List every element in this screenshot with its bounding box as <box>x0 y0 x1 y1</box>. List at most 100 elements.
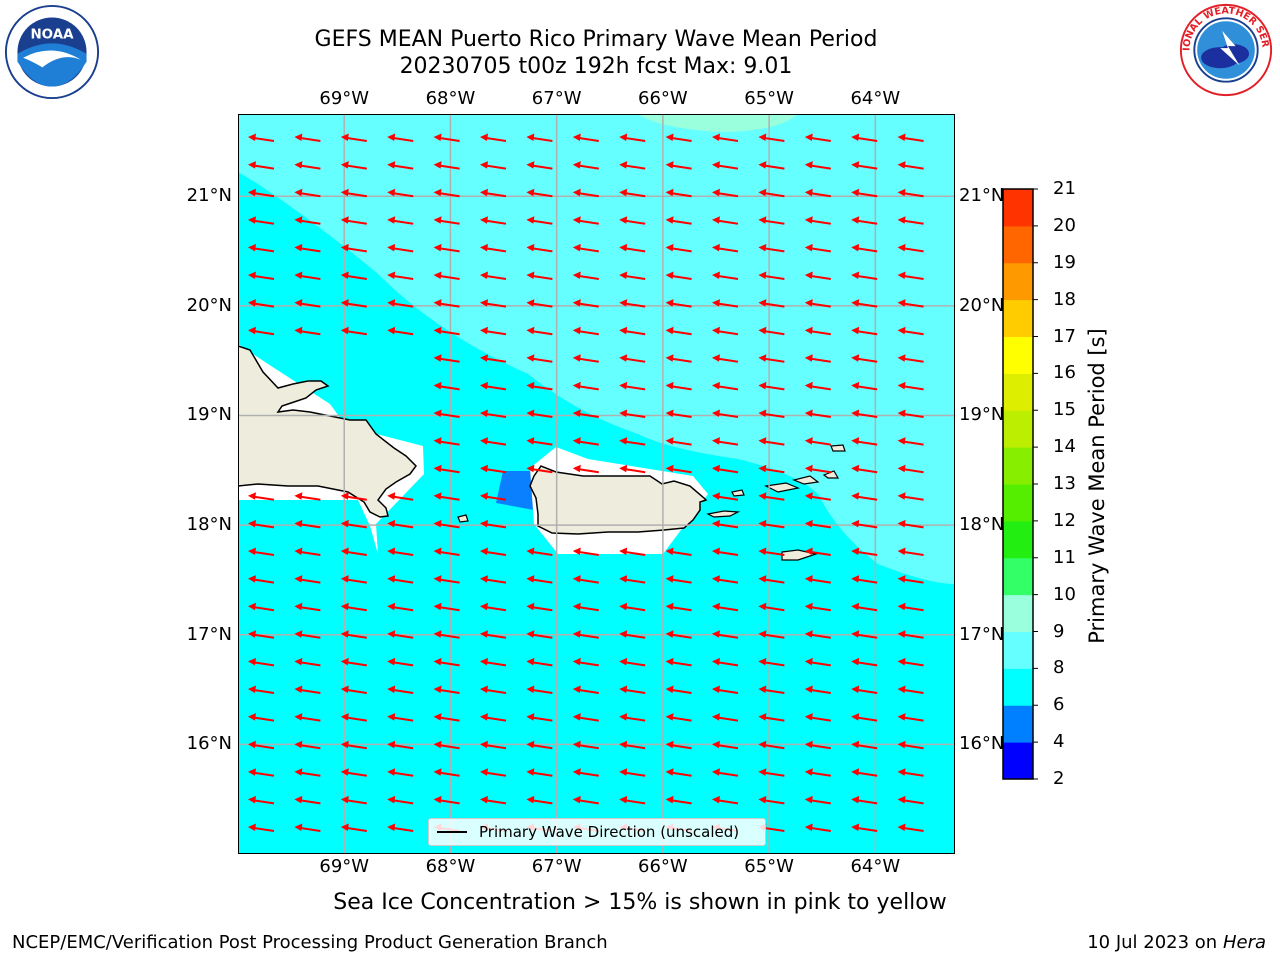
colorbar-tick: 19 <box>1053 251 1076 273</box>
wave-arrow <box>340 133 367 142</box>
wave-arrow <box>572 161 599 170</box>
wave-arrow <box>712 299 739 308</box>
lat-tick-right: 18°N <box>959 514 1005 536</box>
wave-arrow <box>526 740 553 750</box>
wave-arrow <box>897 547 924 556</box>
wave-arrow <box>387 823 414 832</box>
wave-arrow <box>804 519 831 529</box>
wave-arrow <box>712 188 739 198</box>
wave-arrow <box>758 409 785 418</box>
wave-arrow <box>851 575 878 584</box>
wave-arrow <box>897 713 924 722</box>
lon-tick-top: 64°W <box>850 88 901 109</box>
wave-arrow <box>712 685 739 694</box>
wave-arrow <box>619 216 646 225</box>
wave-arrow <box>712 409 739 418</box>
sea-ice-footnote: Sea Ice Concentration > 15% is shown in … <box>333 890 947 915</box>
wave-arrow <box>897 795 924 805</box>
wave-arrow <box>712 547 739 556</box>
wave-arrow <box>712 326 739 336</box>
wave-arrow <box>851 354 878 363</box>
wave-arrow <box>758 299 785 308</box>
wave-arrow <box>340 685 367 694</box>
wave-arrow <box>340 602 367 612</box>
wave-arrow <box>897 409 924 418</box>
wave-arrow <box>851 381 878 391</box>
wave-arrow <box>851 188 878 198</box>
vieques-island <box>706 510 741 518</box>
wave-arrow <box>572 354 599 363</box>
mona-island <box>457 514 469 523</box>
lat-tick-left: 20°N <box>186 294 232 316</box>
wave-arrow <box>758 519 785 529</box>
wave-arrow <box>804 216 831 225</box>
wave-arrow <box>619 243 646 253</box>
wave-arrow <box>619 630 646 639</box>
wave-arrow <box>851 630 878 639</box>
wave-arrow <box>758 243 785 253</box>
wave-arrow <box>387 492 414 501</box>
wave-arrow <box>712 795 739 805</box>
wave-arrow <box>758 630 785 639</box>
colorbar <box>1002 188 1038 780</box>
wave-arrow <box>851 657 878 667</box>
wave-arrow <box>294 602 321 612</box>
wave-arrow <box>526 326 553 336</box>
wave-arrow <box>712 713 739 722</box>
noaa-logo: NOAA <box>4 4 100 100</box>
wave-arrow <box>851 795 878 805</box>
wave-arrow <box>851 409 878 418</box>
wave-arrow <box>758 188 785 198</box>
colorbar-tick: 11 <box>1053 546 1076 568</box>
wave-arrow <box>804 188 831 198</box>
wave-arrow <box>248 492 275 501</box>
wave-arrow <box>433 216 460 225</box>
lat-tick-right: 16°N <box>959 733 1005 755</box>
wave-arrow <box>387 547 414 556</box>
wave-arrow <box>804 354 831 363</box>
wave-arrow <box>897 630 924 639</box>
colorbar-tick: 17 <box>1053 325 1076 347</box>
wave-arrow <box>526 713 553 722</box>
wave-arrow <box>665 161 692 170</box>
map-plot <box>238 114 955 854</box>
wave-arrow <box>804 602 831 612</box>
map-legend: Primary Wave Direction (unscaled) <box>428 818 766 846</box>
wave-arrow <box>340 768 367 777</box>
wave-arrow <box>758 161 785 170</box>
wave-arrow <box>758 740 785 750</box>
wave-arrow <box>480 519 507 529</box>
wave-arrow <box>294 326 321 336</box>
wave-arrow <box>804 657 831 667</box>
wave-arrow <box>665 188 692 198</box>
colorbar-band <box>1003 225 1033 264</box>
lon-tick-bottom: 69°W <box>319 856 370 877</box>
wave-arrow <box>572 657 599 667</box>
wave-arrow <box>340 216 367 225</box>
lat-tick-left: 19°N <box>186 404 232 426</box>
wave-arrow <box>294 299 321 308</box>
lon-tick-bottom: 67°W <box>531 856 582 877</box>
wave-arrow <box>433 685 460 694</box>
colorbar-band <box>1003 742 1033 780</box>
wave-arrow <box>294 795 321 805</box>
wave-arrow <box>248 188 275 198</box>
lat-tick-left: 16°N <box>186 733 232 755</box>
wave-arrow <box>619 161 646 170</box>
wave-arrow <box>758 602 785 612</box>
wave-arrow <box>387 326 414 336</box>
lon-tick-top: 67°W <box>531 88 582 109</box>
wave-arrow <box>572 685 599 694</box>
footer-branch: NCEP/EMC/Verification Post Processing Pr… <box>12 932 608 953</box>
wave-arrow <box>480 381 507 391</box>
wave-arrow <box>480 685 507 694</box>
wave-arrow <box>758 768 785 777</box>
wave-arrow <box>665 464 692 474</box>
wave-arrow <box>897 492 924 501</box>
colorbar-band <box>1003 262 1033 301</box>
footer-host: Hera <box>1222 932 1266 953</box>
wave-arrow <box>340 492 367 501</box>
wave-arrow <box>526 630 553 639</box>
wave-arrow <box>387 685 414 694</box>
colorbar-band <box>1003 484 1033 522</box>
